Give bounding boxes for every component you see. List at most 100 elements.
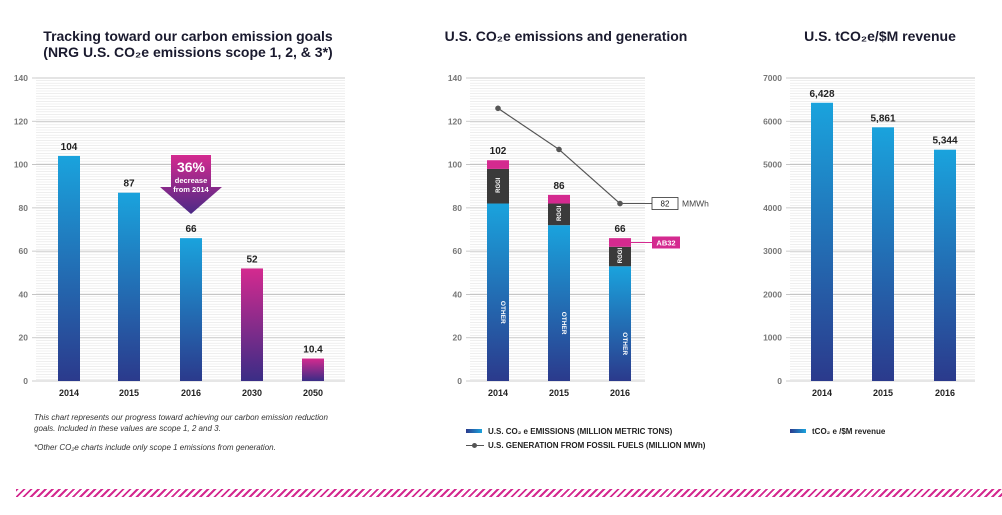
chart2-generation-point — [495, 105, 501, 112]
chart2-callout-unit: MMWh — [682, 199, 709, 209]
chart1-value-label: 66 — [185, 224, 197, 235]
chart2-ytick-label: 140 — [448, 73, 462, 83]
chart1-ytick-label: 120 — [14, 116, 28, 126]
chart2-ytick-label: 60 — [453, 246, 463, 256]
chart1-bar — [302, 358, 324, 381]
chart2-xtick-label: 2016 — [610, 388, 630, 398]
chart2-segment-rggi-label: RGGI — [618, 248, 624, 264]
chart3-value-label: 5,344 — [932, 136, 957, 147]
chart1-annotation-line2: from 2014 — [173, 185, 209, 194]
chart2-ytick-label: 20 — [453, 333, 463, 343]
chart2-ytick-label: 80 — [453, 203, 463, 213]
chart2-segment-rggi-label: RGGI — [496, 177, 502, 193]
chart3-xtick-label: 2014 — [812, 388, 832, 398]
chart2-segment-rggi-label: RGGI — [557, 205, 563, 221]
chart2-total-label: 102 — [490, 146, 507, 157]
chart2-ytick-label: 120 — [448, 116, 462, 126]
chart3-legend: tCO₂ e /$M revenue — [790, 424, 885, 438]
chart2-legend-line-label: U.S. GENERATION FROM FOSSIL FUELS (MILLI… — [488, 440, 706, 450]
chart2-bar-rggi — [548, 203, 570, 226]
chart3-value-label: 6,428 — [809, 89, 834, 100]
chart1-xtick-label: 2050 — [303, 388, 323, 398]
chart2-ytick-label: 40 — [453, 289, 463, 299]
chart1-bar — [180, 238, 202, 381]
chart2-legend: U.S. CO₂ e EMISSIONS (MILLION METRIC TON… — [466, 424, 705, 452]
chart3-legend-bars-label: tCO₂ e /$M revenue — [812, 426, 886, 436]
chart2-legend-line: U.S. GENERATION FROM FOSSIL FUELS (MILLI… — [466, 438, 705, 452]
chart1-note-line2: goals. Included in these values are scop… — [34, 424, 221, 433]
chart1-value-label: 87 — [123, 179, 135, 190]
chart3-ytick-label: 1000 — [763, 333, 782, 343]
line-marker-icon — [466, 442, 484, 448]
chart3-value-label: 5,861 — [870, 113, 895, 124]
chart2-ab32-box — [652, 236, 680, 249]
chart1-ytick-label: 100 — [14, 160, 28, 170]
chart1-title-line2: (NRG U.S. CO₂e emissions scope 1, 2, & 3… — [43, 44, 333, 60]
chart2-xtick-label: 2015 — [549, 388, 569, 398]
chart2-legend-bars: U.S. CO₂ e EMISSIONS (MILLION METRIC TON… — [466, 424, 705, 438]
chart3-bar — [934, 149, 956, 381]
chart3-ytick-label: 7000 — [763, 73, 782, 83]
chart3-legend-bars: tCO₂ e /$M revenue — [790, 424, 885, 438]
chart1-ytick-label: 40 — [19, 289, 29, 299]
chart3-ytick-label: 5000 — [763, 160, 782, 170]
chart2-callout-box — [651, 197, 679, 210]
chart1-ytick-label: 140 — [14, 73, 28, 83]
chart1-value-label: 10.4 — [303, 344, 323, 355]
chart3-bar — [872, 127, 894, 381]
chart1-value-label: 104 — [61, 142, 78, 153]
chart1-note-line1: This chart represents our progress towar… — [34, 413, 328, 422]
chart1-xtick-label: 2016 — [181, 388, 201, 398]
chart1-value-label: 52 — [246, 254, 258, 265]
decrease-arrow-icon — [160, 155, 222, 214]
chart2-segment-other-label: OTHER — [560, 312, 567, 335]
chart2-total-label: 66 — [614, 224, 626, 235]
chart3-bar — [811, 102, 833, 381]
chart1-bar — [58, 155, 80, 381]
chart2-ab32-label: AB32 — [656, 238, 675, 247]
chart1-xtick-label: 2015 — [119, 388, 139, 398]
chart3-ytick-label: 6000 — [763, 116, 782, 126]
chart2-bar-rggi — [609, 246, 631, 267]
chart1-title: Tracking toward our carbon emission goal… — [20, 28, 356, 60]
hatched-divider — [16, 489, 1002, 497]
chart2-segment-other-label: OTHER — [499, 301, 506, 324]
chart2-bar-rggi — [487, 168, 509, 204]
chart3-title: U.S. tCO₂e/$M revenue — [804, 28, 956, 44]
chart1-xtick-label: 2030 — [242, 388, 262, 398]
chart2-generation-point — [556, 146, 562, 153]
chart1-ytick-label: 0 — [23, 376, 28, 386]
chart2-ytick-label: 100 — [448, 160, 462, 170]
chart1-note: This chart represents our progress towar… — [34, 412, 364, 453]
chart1-title-line1: Tracking toward our carbon emission goal… — [43, 28, 333, 44]
chart1-ytick-label: 60 — [19, 246, 29, 256]
chart3-ytick-label: 2000 — [763, 289, 782, 299]
chart1-bar — [118, 192, 140, 381]
chart2-bar-other — [609, 266, 631, 381]
chart2-bar-ab32 — [548, 194, 570, 204]
chart1-bar — [241, 268, 263, 381]
chart1-annotation-pct: 36% — [177, 159, 206, 175]
chart2-bar-ab32 — [487, 160, 509, 169]
chart2-legend-bars-label: U.S. CO₂ e EMISSIONS (MILLION METRIC TON… — [488, 426, 673, 436]
chart3-ytick-label: 0 — [777, 376, 782, 386]
chart2-bar-other — [487, 203, 509, 381]
chart1-annotation-line1: decrease — [175, 176, 208, 185]
chart3-ytick-label: 4000 — [763, 203, 782, 213]
chart2-bar-other — [548, 225, 570, 381]
chart2-xtick-label: 2014 — [488, 388, 508, 398]
chart1-ytick-label: 20 — [19, 333, 29, 343]
chart1-note-line3: *Other CO₂e charts include only scope 1 … — [34, 443, 276, 452]
chart1-ytick-label: 80 — [19, 203, 29, 213]
chart2-title: U.S. CO₂e emissions and generation — [444, 28, 688, 44]
chart2-callout-value: 82 — [661, 200, 670, 209]
chart3-ytick-label: 3000 — [763, 246, 782, 256]
gradient-swatch-icon — [790, 429, 806, 433]
chart1-xtick-label: 2014 — [59, 388, 79, 398]
chart2-total-label: 86 — [553, 181, 565, 192]
chart2-ytick-label: 0 — [457, 376, 462, 386]
gradient-swatch-icon — [466, 429, 482, 433]
chart2-bar-ab32 — [609, 238, 631, 247]
chart3-xtick-label: 2016 — [935, 388, 955, 398]
